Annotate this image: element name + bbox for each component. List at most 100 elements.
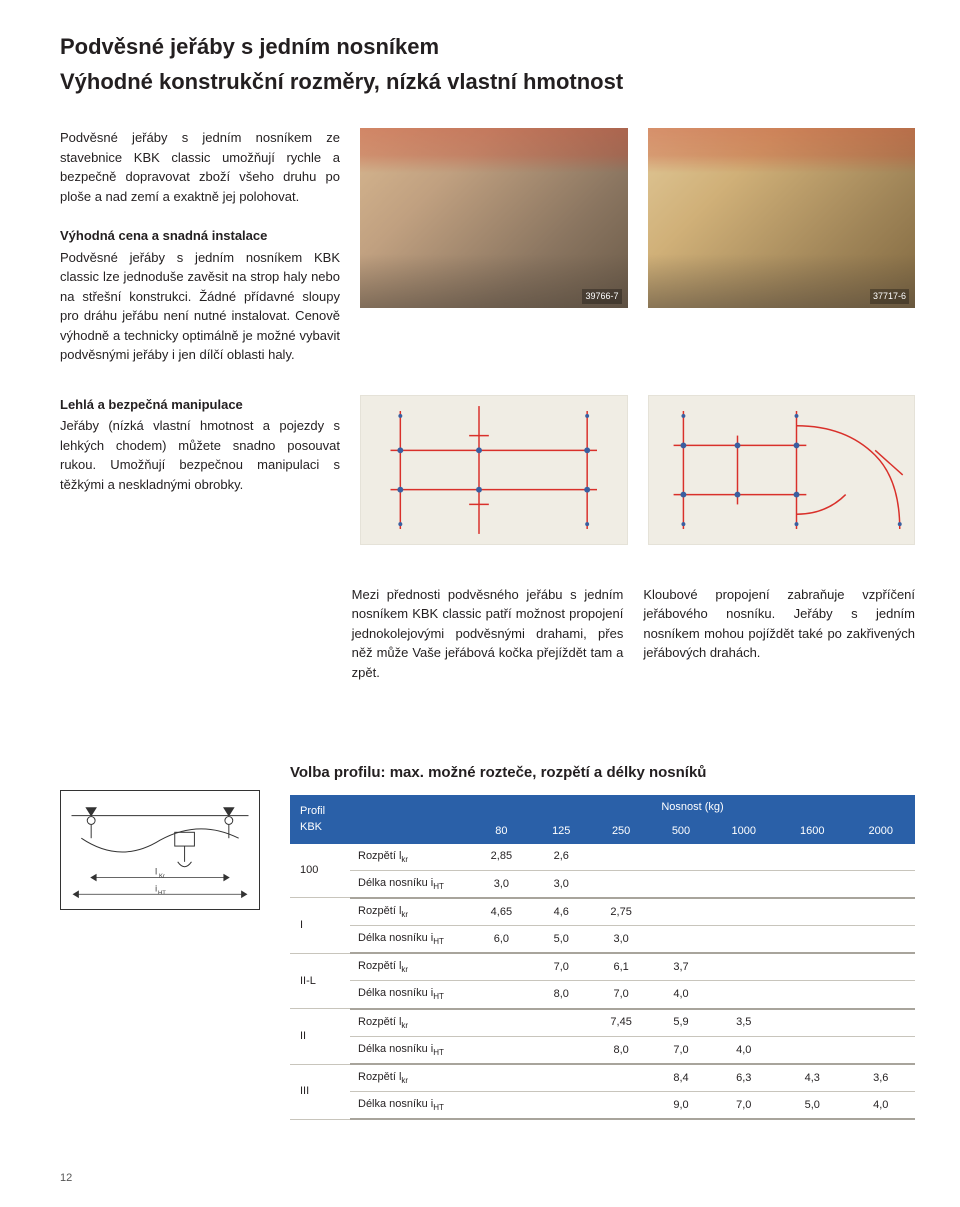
cell-value [653, 926, 710, 954]
th-profil: ProfilKBK [300, 805, 325, 834]
schematic-diagram: l Kr i HT [60, 790, 260, 910]
cell-value: 3,0 [470, 870, 533, 898]
cell-value [778, 844, 846, 871]
cell-profil: I [290, 898, 350, 953]
cell-metric: Rozpětí lkr [350, 1064, 470, 1092]
cell-value [710, 870, 778, 898]
cell-value: 7,0 [533, 953, 590, 981]
cell-value: 7,0 [653, 1036, 710, 1064]
cell-metric: Délka nosníku iHT [350, 1036, 470, 1064]
svg-text:Kr: Kr [159, 874, 165, 880]
cell-value [653, 898, 710, 926]
cell-value: 7,0 [710, 1092, 778, 1120]
th-load: 1600 [778, 819, 846, 844]
th-load: 1000 [710, 819, 778, 844]
cell-value [846, 844, 915, 871]
cell-value [653, 844, 710, 871]
photo-right: 37717-6 [648, 128, 916, 308]
cell-value [470, 981, 533, 1009]
cell-value [778, 1009, 846, 1037]
photo-left-caption: 39766-7 [582, 289, 621, 305]
section1-body: Podvěsné jeřáby s jedním nosníkem KBK cl… [60, 248, 340, 365]
cell-profil: III [290, 1064, 350, 1119]
cell-value [590, 844, 653, 871]
cell-value [470, 1064, 533, 1092]
cell-value [710, 898, 778, 926]
page-number: 12 [60, 1170, 915, 1187]
section2-body: Jeřáby (nízká vlastní hmotnost a pojezdy… [60, 416, 340, 494]
cell-value: 4,3 [778, 1064, 846, 1092]
cell-value [846, 870, 915, 898]
intro-text: Podvěsné jeřáby s jedním nosníkem ze sta… [60, 128, 340, 206]
cell-value: 7,45 [590, 1009, 653, 1037]
cell-value [846, 926, 915, 954]
cell-value: 4,0 [846, 1092, 915, 1120]
cell-metric: Délka nosníku iHT [350, 1092, 470, 1120]
page-subtitle: Výhodné konstrukční rozměry, nízká vlast… [60, 65, 915, 98]
cell-value: 8,0 [533, 981, 590, 1009]
cell-value: 6,0 [470, 926, 533, 954]
cell-value [778, 953, 846, 981]
cell-value: 3,6 [846, 1064, 915, 1092]
cell-value [778, 1036, 846, 1064]
diagram-right [648, 395, 916, 545]
cell-value [846, 1036, 915, 1064]
th-load: 500 [653, 819, 710, 844]
cell-value: 9,0 [653, 1092, 710, 1120]
cell-value [470, 1092, 533, 1120]
cell-profil: II-L [290, 953, 350, 1008]
svg-text:i: i [155, 883, 157, 893]
cell-metric: Rozpětí lkr [350, 1009, 470, 1037]
svg-text:l: l [155, 867, 157, 877]
cell-value: 4,6 [533, 898, 590, 926]
right-para: Kloubové propojení zabraňuje vzpříčení j… [643, 585, 915, 663]
section1-heading: Výhodná cena a snadná instalace [60, 226, 340, 246]
cell-value [533, 1009, 590, 1037]
cell-value [778, 926, 846, 954]
cell-value: 6,1 [590, 953, 653, 981]
cell-value: 6,3 [710, 1064, 778, 1092]
cell-value: 8,4 [653, 1064, 710, 1092]
cell-value [778, 870, 846, 898]
th-nosnost: Nosnost (kg) [470, 795, 915, 820]
cell-value: 8,0 [590, 1036, 653, 1064]
cell-value [846, 898, 915, 926]
cell-value [533, 1064, 590, 1092]
cell-value: 2,6 [533, 844, 590, 871]
cell-value: 2,85 [470, 844, 533, 871]
svg-text:HT: HT [158, 890, 166, 896]
cell-value [710, 844, 778, 871]
cell-value [470, 1009, 533, 1037]
table-title: Volba profilu: max. možné rozteče, rozpě… [290, 762, 915, 785]
cell-value: 4,65 [470, 898, 533, 926]
cell-value [778, 981, 846, 1009]
cell-value [533, 1092, 590, 1120]
cell-value [710, 953, 778, 981]
cell-value [846, 953, 915, 981]
diagram-left [360, 395, 628, 545]
cell-value [846, 1009, 915, 1037]
cell-metric: Délka nosníku iHT [350, 926, 470, 954]
cell-value [653, 870, 710, 898]
cell-value [590, 1064, 653, 1092]
cell-value: 5,9 [653, 1009, 710, 1037]
th-load: 2000 [846, 819, 915, 844]
section2-heading: Lehlá a bezpečná manipulace [60, 395, 340, 415]
cell-value [590, 1092, 653, 1120]
cell-value [470, 1036, 533, 1064]
th-load: 250 [590, 819, 653, 844]
cell-value [533, 1036, 590, 1064]
cell-value: 3,0 [533, 870, 590, 898]
cell-metric: Rozpětí lkr [350, 898, 470, 926]
cell-value: 2,75 [590, 898, 653, 926]
cell-value: 4,0 [710, 1036, 778, 1064]
profile-table: ProfilKBK Nosnost (kg) 80125250500100016… [290, 795, 915, 1121]
page-title: Podvěsné jeřáby s jedním nosníkem [60, 30, 915, 63]
photo-right-caption: 37717-6 [870, 289, 909, 305]
cell-value [778, 898, 846, 926]
cell-metric: Délka nosníku iHT [350, 981, 470, 1009]
cell-value [846, 981, 915, 1009]
cell-value: 3,5 [710, 1009, 778, 1037]
cell-value: 5,0 [778, 1092, 846, 1120]
cell-value: 3,7 [653, 953, 710, 981]
